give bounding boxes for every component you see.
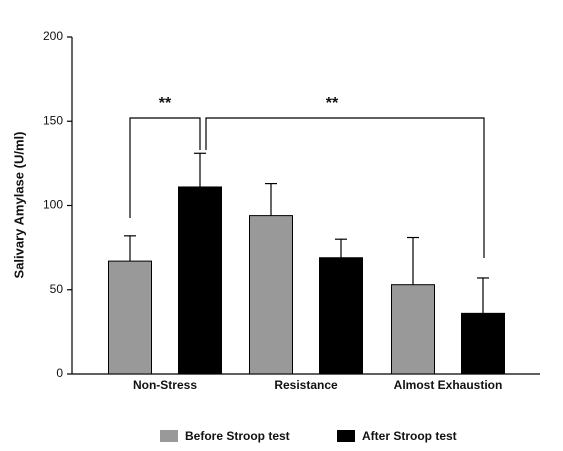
significance-label: **	[326, 95, 339, 112]
bar	[178, 186, 222, 375]
significance-bracket	[129, 117, 201, 218]
y-tick-label: 200	[43, 29, 63, 43]
bar	[108, 260, 152, 375]
y-tick-label: 0	[56, 366, 63, 380]
bar	[391, 284, 435, 375]
x-tick-label: Non-Stress	[133, 378, 197, 392]
significance-label: **	[159, 95, 172, 112]
y-tick-label: 100	[43, 198, 63, 212]
significance-bracket	[205, 117, 485, 258]
y-axis-label: Salivary Amylase (U/ml)	[11, 132, 26, 279]
legend-label: Before Stroop test	[185, 429, 290, 443]
y-tick-label: 150	[43, 113, 63, 127]
legend-swatch	[160, 430, 178, 442]
bar	[461, 312, 505, 375]
legend-label: After Stroop test	[362, 429, 457, 443]
legend-swatch	[337, 430, 355, 442]
y-tick-label: 50	[50, 282, 64, 296]
x-tick-label: Resistance	[274, 378, 338, 392]
bar	[249, 215, 293, 375]
bar	[319, 257, 363, 375]
x-tick-label: Almost Exhaustion	[394, 378, 503, 392]
